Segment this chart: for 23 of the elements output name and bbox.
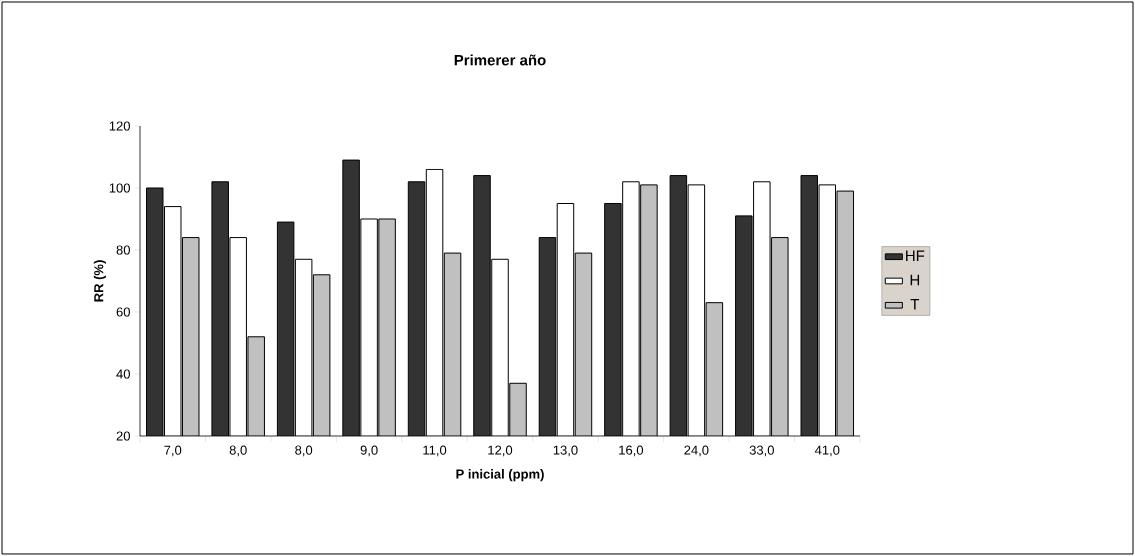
x-tick-label: 13,0 [553, 445, 578, 457]
x-axis-title: P inicial (ppm) [456, 469, 544, 482]
x-tick-label: 9,0 [360, 445, 378, 457]
y-tick-label: 20 [116, 431, 130, 441]
x-tick-label: 24,0 [684, 445, 709, 457]
legend-label: HF [906, 250, 925, 261]
x-tick-label: 16,0 [619, 445, 644, 457]
y-tick-label: 100 [109, 183, 130, 193]
x-tick-label: 33,0 [749, 445, 774, 457]
x-tick-label: 7,0 [164, 445, 182, 457]
legend-label: T [910, 299, 920, 310]
y-tick-label: 60 [116, 307, 130, 317]
x-tick-label: 12,0 [488, 445, 513, 457]
y-tick-label: 40 [116, 369, 130, 379]
y-tick-label: 120 [109, 121, 130, 131]
x-tick-label: 41,0 [814, 445, 840, 457]
x-tick-label: 8,0 [229, 445, 247, 457]
y-axis-title: RR (%) [93, 260, 106, 302]
y-tick-label: 80 [116, 245, 130, 255]
x-tick-label: 11,0 [423, 445, 447, 457]
chart-title: Primerer año [454, 54, 546, 66]
legend-label: H [910, 274, 920, 286]
x-tick-label: 8,0 [295, 445, 313, 457]
